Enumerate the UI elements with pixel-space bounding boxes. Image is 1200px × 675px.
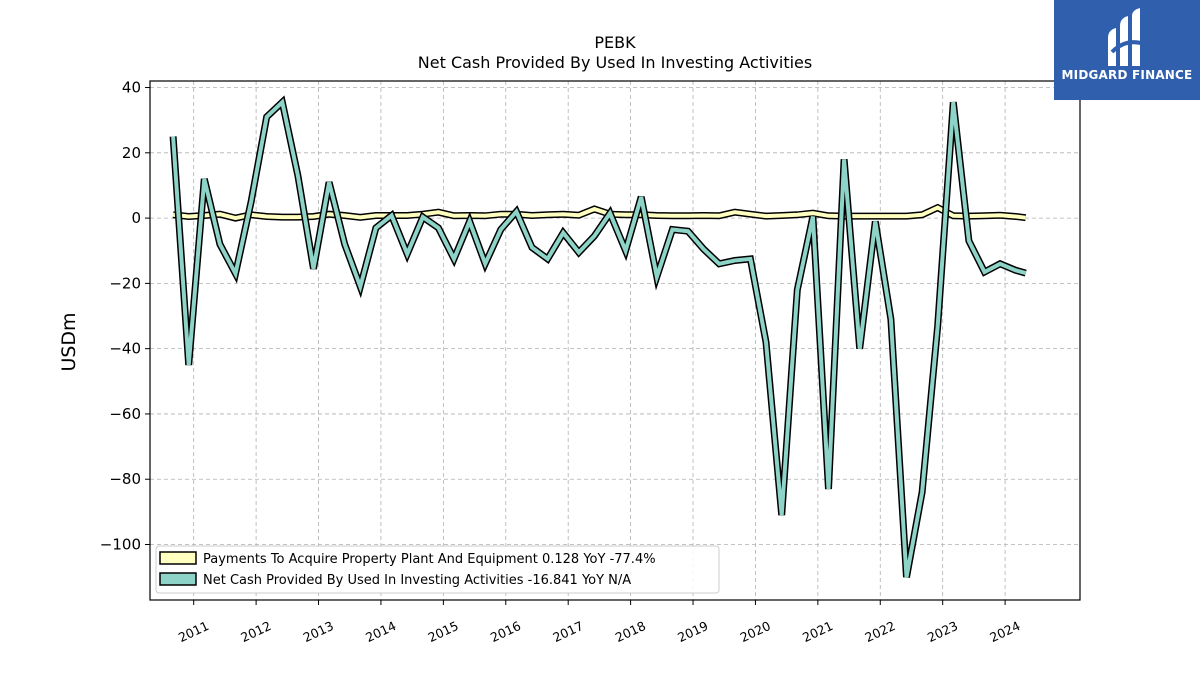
x-tick-label: 2013 [301,618,336,645]
midgard-logo-icon [1108,8,1145,66]
y-tick-label: −80 [109,470,141,488]
x-tick-label: 2018 [613,618,648,645]
midgard-finance-logo: MIDGARD FINANCE [1054,0,1200,100]
y-tick-label: −60 [109,405,141,423]
series-line-investing [171,98,1027,578]
x-tick-label: 2021 [800,618,835,645]
logo-text: MIDGARD FINANCE [1061,68,1193,82]
legend-swatch-capex [159,551,197,565]
series-layer [169,95,1027,578]
chart-title: PEBK [594,33,636,52]
y-tick-label: −40 [109,340,141,358]
x-tick-label: 2020 [738,618,773,645]
y-axis: 40 20 0 −20 −40 −60 −80 −100 [100,79,150,554]
y-tick-label: 20 [122,144,141,162]
grid [150,81,1080,600]
x-tick-label: 2022 [862,618,897,645]
x-tick-label: 2023 [925,618,960,645]
series-outline-investing [169,95,1027,578]
x-tick-label: 2019 [675,618,710,645]
x-tick-label: 2014 [363,618,398,645]
x-tick-label: 2015 [426,618,461,645]
legend-label-capex: Payments To Acquire Property Plant And E… [203,552,656,567]
legend-swatch-investing [159,572,197,586]
y-tick-label: −20 [109,274,141,292]
x-tick-label: 2024 [987,618,1022,645]
y-tick-label: 40 [122,79,141,97]
x-tick-label: 2012 [238,618,273,645]
x-axis: 2011 2012 2013 2014 2015 2016 2017 2018 2019 2020… [176,600,1023,645]
legend-label-investing: Net Cash Provided By Used In Investing A… [203,573,631,588]
plot-frame [149,80,1081,601]
x-tick-label: 2011 [176,618,211,645]
x-tick-label: 2016 [488,618,523,645]
legend-box [155,545,720,594]
y-tick-label: 0 [131,209,141,227]
chart-subtitle: Net Cash Provided By Used In Investing A… [418,53,812,72]
y-axis-label: USDm [58,312,80,371]
y-tick-label: −100 [100,536,141,554]
x-tick-label: 2017 [550,618,585,645]
series-line-capex [172,205,1026,221]
legend: Payments To Acquire Property Plant And E… [155,545,720,594]
